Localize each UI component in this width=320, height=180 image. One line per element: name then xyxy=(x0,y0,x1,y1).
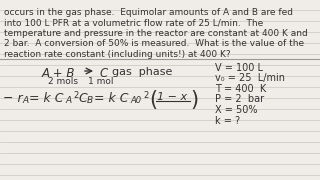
Text: ): ) xyxy=(190,90,198,110)
Text: 2 mols: 2 mols xyxy=(48,77,78,86)
Text: k = ?: k = ? xyxy=(215,116,240,125)
Text: 2: 2 xyxy=(73,91,78,100)
Text: A: A xyxy=(22,96,28,105)
Text: 1 mol: 1 mol xyxy=(88,77,114,86)
Text: 2 bar.  A conversion of 50% is measured.  What is the value of the: 2 bar. A conversion of 50% is measured. … xyxy=(4,39,304,48)
Text: = k C: = k C xyxy=(29,92,63,105)
Text: A0: A0 xyxy=(130,96,141,105)
Text: − r: − r xyxy=(3,92,23,105)
Text: A: A xyxy=(65,96,71,105)
Text: X = 50%: X = 50% xyxy=(215,105,258,115)
Text: (: ( xyxy=(149,90,157,110)
Text: reaction rate constant (including units!) at 400 K?: reaction rate constant (including units!… xyxy=(4,50,231,59)
Text: occurs in the gas phase.  Equimolar amounts of A and B are fed: occurs in the gas phase. Equimolar amoun… xyxy=(4,8,293,17)
Text: B: B xyxy=(87,96,93,105)
Text: C: C xyxy=(78,92,87,105)
Text: v₀ = 25  L/min: v₀ = 25 L/min xyxy=(215,73,285,84)
Text: C: C xyxy=(99,67,107,80)
Text: A + B: A + B xyxy=(42,67,76,80)
Text: = k C: = k C xyxy=(94,92,129,105)
Text: into 100 L PFR at a volumetric flow rate of 25 L/min.  The: into 100 L PFR at a volumetric flow rate… xyxy=(4,19,263,28)
Text: T = 400  K: T = 400 K xyxy=(215,84,266,94)
Text: 1 − x: 1 − x xyxy=(157,92,187,102)
Text: gas  phase: gas phase xyxy=(112,67,172,77)
Text: 2: 2 xyxy=(143,91,148,100)
Text: V = 100 L: V = 100 L xyxy=(215,63,263,73)
Text: temperature and pressure in the reactor are constant at 400 K and: temperature and pressure in the reactor … xyxy=(4,29,308,38)
Text: P = 2  bar: P = 2 bar xyxy=(215,94,264,105)
